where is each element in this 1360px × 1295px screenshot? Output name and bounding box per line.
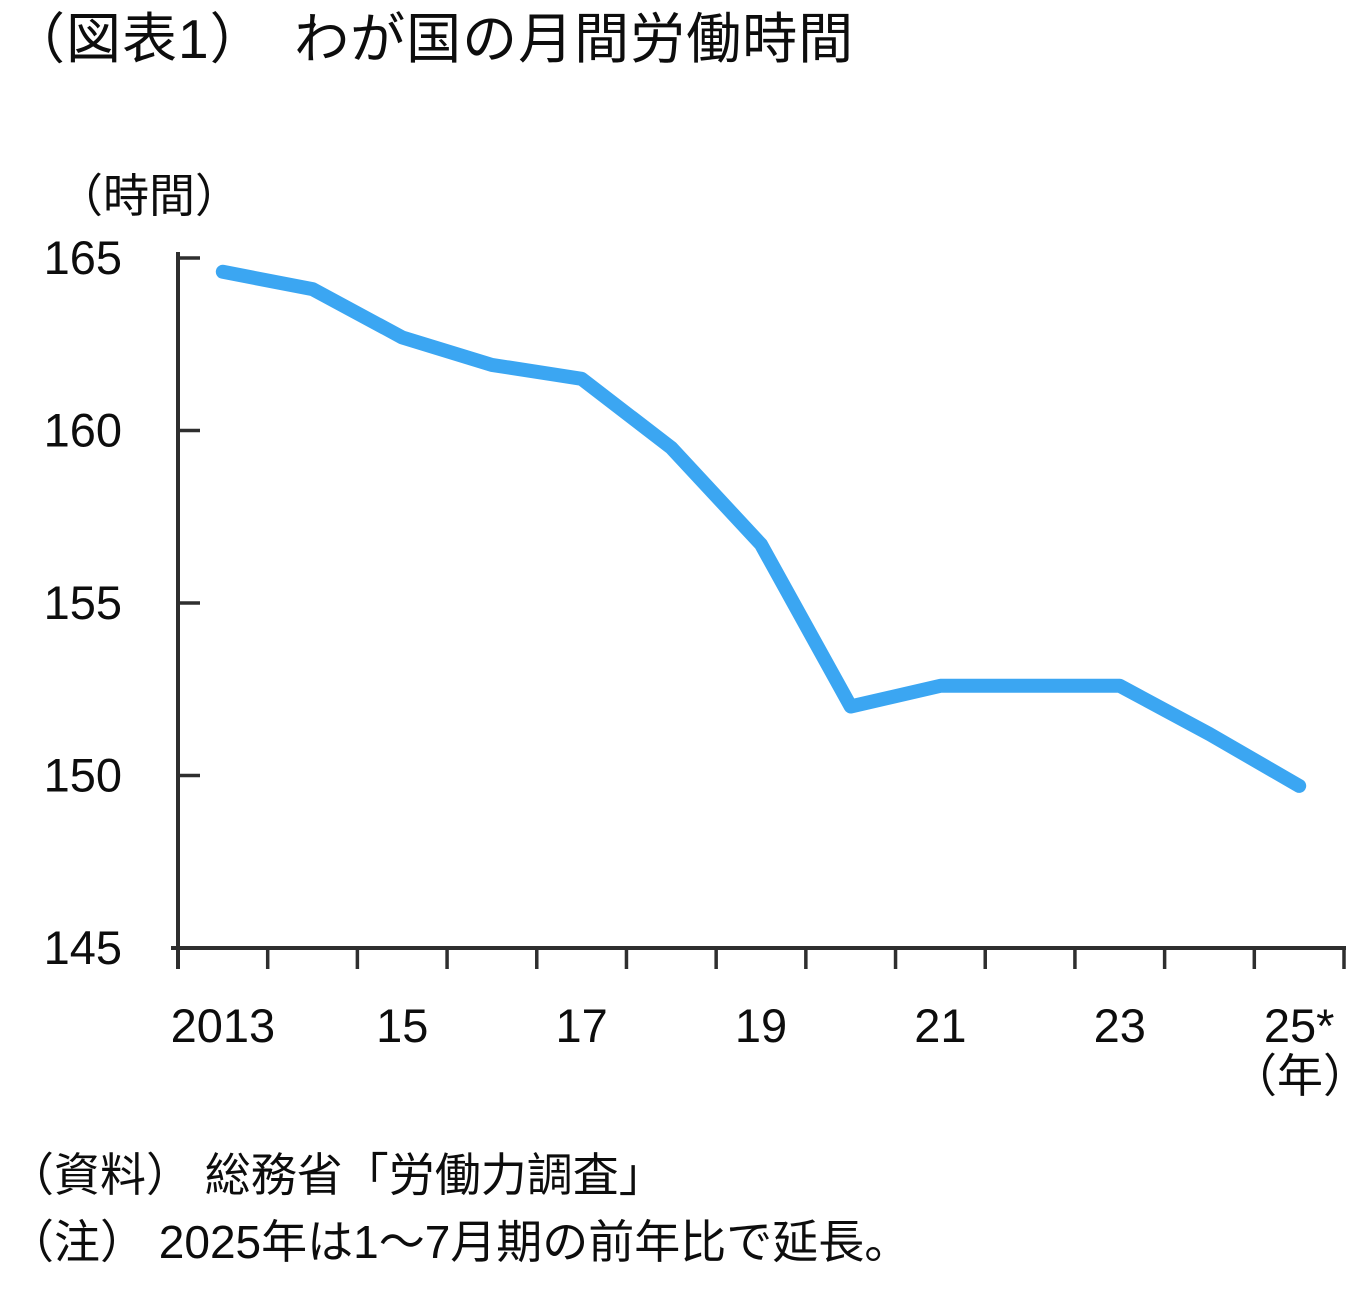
figure-title: （図表1） わが国の月間労働時間 bbox=[10, 8, 855, 70]
chart-notes: （資料） 総務省「労働力調査」 （注） 2025年は1～7月期の前年比で延長。 bbox=[8, 1142, 910, 1276]
y-axis-unit-label: （時間） bbox=[57, 170, 241, 222]
x-tick-label: 15 bbox=[376, 999, 428, 1052]
x-tick-label: 19 bbox=[735, 999, 787, 1052]
y-tick-label: 165 bbox=[44, 231, 122, 284]
x-tick-label: 17 bbox=[555, 999, 607, 1052]
x-tick-label: 23 bbox=[1094, 999, 1146, 1052]
chart-plot-area: 165 160 155 150 145 2013 15 17 19 21 23 25* bbox=[44, 231, 1346, 1052]
x-tick-label: 25* bbox=[1264, 999, 1335, 1052]
y-tick-label: 145 bbox=[44, 921, 122, 974]
x-tick-label: 21 bbox=[914, 999, 966, 1052]
series-line-monthly-working-hours bbox=[215, 264, 1307, 793]
y-tick-label: 160 bbox=[44, 404, 122, 457]
axis-lines bbox=[171, 252, 1346, 969]
x-tick-label: 2013 bbox=[171, 999, 276, 1052]
y-tick-label: 155 bbox=[44, 576, 122, 629]
footnote: （注） 2025年は1～7月期の前年比で延長。 bbox=[8, 1216, 911, 1269]
x-axis-unit-label: （年） bbox=[1231, 1050, 1360, 1102]
source-note: （資料） 総務省「労働力調査」 bbox=[8, 1149, 665, 1201]
y-tick-label: 150 bbox=[44, 749, 122, 802]
